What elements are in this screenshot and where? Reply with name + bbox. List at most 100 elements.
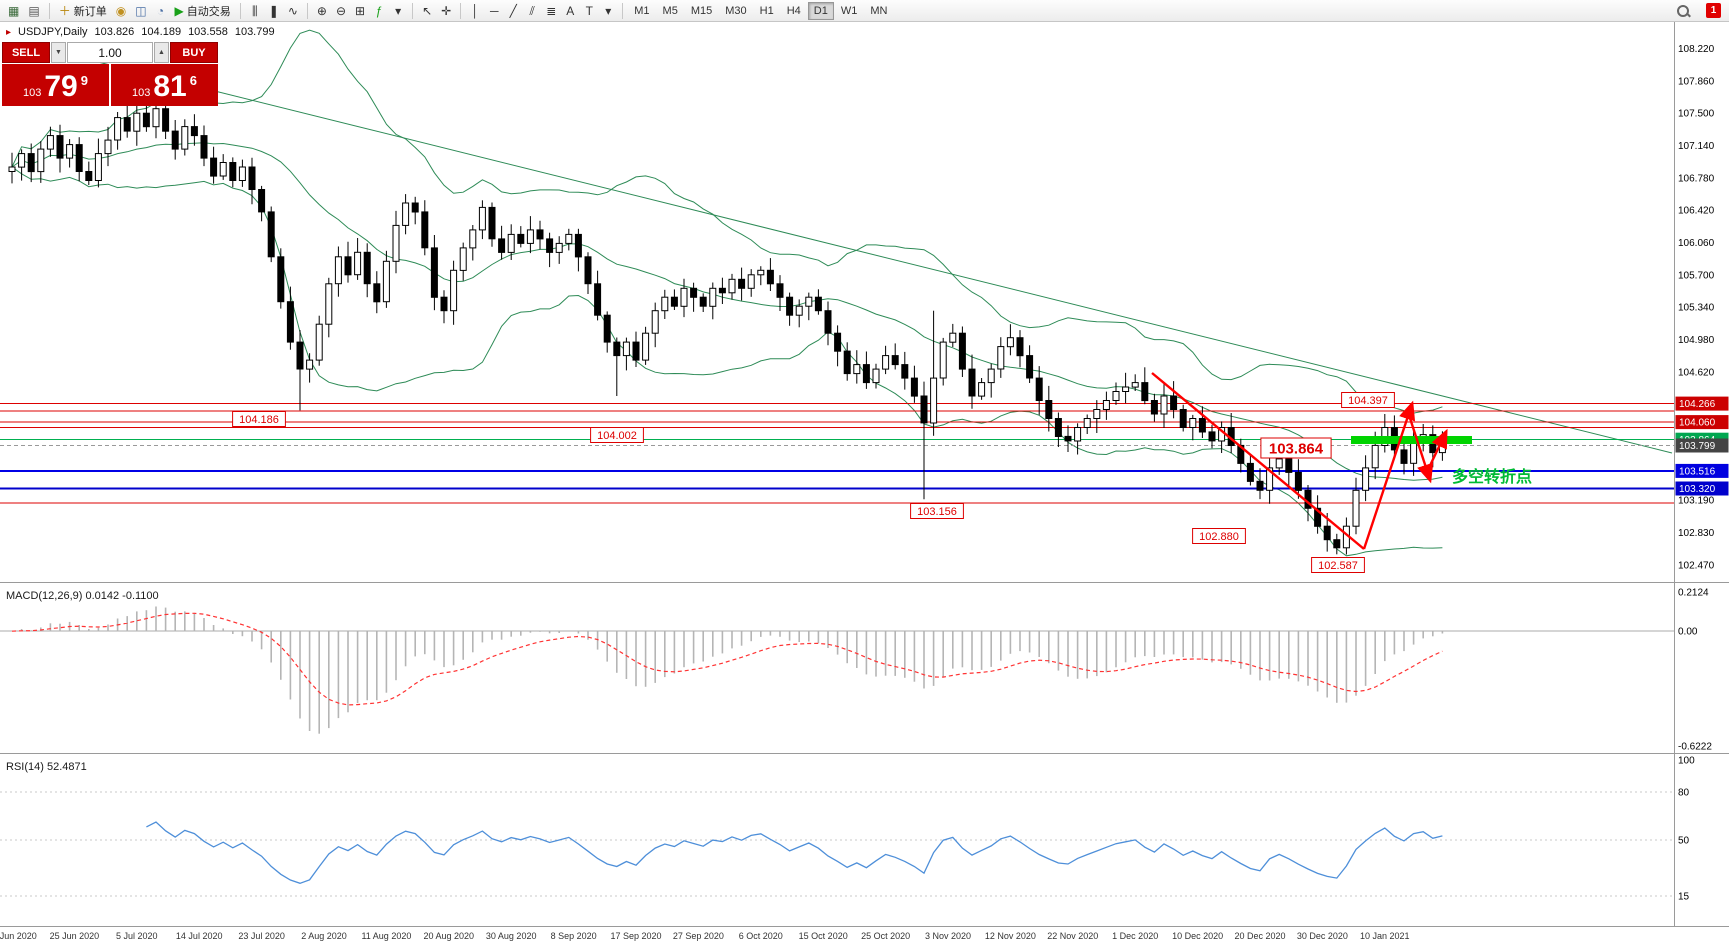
candle	[229, 162, 237, 181]
vertical-line-icon[interactable]: │	[466, 2, 484, 20]
timeframe-mn[interactable]: MN	[864, 2, 893, 20]
price-tick: 102.830	[1678, 528, 1715, 539]
candle	[882, 355, 890, 370]
candle	[1410, 440, 1418, 464]
candle	[1323, 525, 1331, 541]
fibonacci-icon[interactable]: ≣	[542, 2, 560, 20]
trend-arrow[interactable]	[1406, 411, 1434, 484]
candle	[1362, 467, 1370, 491]
callout-box[interactable]	[1311, 557, 1365, 573]
callout-box[interactable]	[910, 503, 964, 519]
timeframe-m5[interactable]: M5	[657, 2, 684, 20]
text-icon[interactable]: A	[561, 2, 579, 20]
price-callouts[interactable]: 104.186 104.002 103.156 102.880 102.587 104.3…	[232, 392, 1395, 573]
bollinger-middle	[11, 142, 1443, 481]
trendline-icon[interactable]: ╱	[504, 2, 522, 20]
horizontal-line-icon[interactable]: ─	[485, 2, 503, 20]
candle	[680, 287, 688, 307]
navigator-icon[interactable]: ◔	[152, 2, 170, 20]
sell-button[interactable]: SELL	[2, 42, 50, 63]
candlestick-chart-icon[interactable]: ❚	[265, 2, 283, 20]
trend-arrows[interactable]	[1151, 372, 1448, 550]
new-chart-icon[interactable]: ▦	[4, 2, 23, 20]
bar-chart-icon[interactable]: ⫼	[246, 2, 264, 20]
support-highlight-bar[interactable]	[1351, 436, 1472, 444]
timeframe-h1[interactable]: H1	[754, 2, 780, 20]
label-icon[interactable]: T	[580, 2, 598, 20]
channel-icon[interactable]: ⫽	[523, 2, 541, 20]
candle	[363, 251, 371, 285]
price-tick: 108.220	[1678, 44, 1715, 55]
callout-box[interactable]	[1341, 392, 1395, 408]
autotrading-icon: ▶	[174, 3, 184, 18]
callout-box[interactable]	[1260, 437, 1332, 459]
candle	[1333, 539, 1341, 549]
timeframe-h4[interactable]: H4	[781, 2, 807, 20]
indicators-dropdown-icon[interactable]: ▾	[389, 2, 407, 20]
notification-badge[interactable]: 1	[1706, 3, 1721, 18]
macd-axis-label: 0.2124	[1678, 588, 1709, 599]
shapes-dropdown-icon[interactable]: ▾	[599, 2, 617, 20]
candle	[411, 202, 419, 213]
buy-price-display[interactable]: 103 81 6	[111, 64, 218, 106]
candle	[190, 126, 198, 137]
text-icon: A	[566, 3, 575, 18]
candle	[18, 153, 26, 168]
chart-symbol-period: USDJPY,Daily	[18, 26, 88, 38]
candle	[306, 359, 314, 370]
candle	[123, 117, 131, 132]
callout-box[interactable]	[1192, 528, 1246, 544]
crosshair-icon[interactable]: ✛	[437, 2, 455, 20]
candle	[421, 211, 429, 249]
candle	[517, 233, 525, 244]
callout-box[interactable]	[232, 411, 286, 427]
shapes-dropdown-icon: ▾	[605, 3, 612, 18]
candle	[834, 332, 842, 352]
timeframe-w1[interactable]: W1	[835, 2, 864, 20]
tile-windows-icon[interactable]: ⊞	[351, 2, 369, 20]
candle	[248, 166, 256, 190]
data-window-icon[interactable]: ◫	[131, 2, 150, 20]
sell-price-prefix: 103	[23, 87, 42, 99]
candle	[565, 233, 573, 244]
callout-box[interactable]	[590, 427, 644, 443]
candle	[373, 283, 381, 303]
search-icon[interactable]	[1676, 4, 1691, 18]
note-text[interactable]: 多空转折点	[1452, 467, 1532, 486]
candle	[776, 283, 784, 298]
timeframe-d1[interactable]: D1	[807, 1, 834, 20]
timeframe-m30[interactable]: M30	[719, 2, 752, 20]
descending-trendline[interactable]	[93, 60, 1673, 454]
trend-arrow[interactable]	[1362, 400, 1416, 550]
profiles-icon[interactable]: ▤	[24, 2, 43, 20]
indicators-icon: ƒ	[375, 3, 383, 18]
volume-input[interactable]	[67, 42, 153, 63]
cursor-icon[interactable]: ↖	[418, 2, 436, 20]
chart-canvas[interactable]: 104.186 104.002 103.156 102.880 102.587 104.3…	[0, 22, 1729, 946]
zoom-in-icon[interactable]: ⊕	[313, 2, 331, 20]
timeframe-m1[interactable]: M1	[628, 2, 655, 20]
market-watch-icon[interactable]: ◉	[112, 2, 130, 20]
tile-windows-icon: ⊞	[355, 3, 366, 18]
label-icon: T	[585, 3, 593, 18]
indicators-icon[interactable]: ƒ	[370, 2, 388, 20]
one-click-trading-panel: SELL ▼ ▲ BUY 103 79 9 103 81 6	[2, 42, 218, 106]
volume-down-stepper[interactable]: ▼	[51, 42, 66, 63]
date-label: 30 Aug 2020	[486, 931, 537, 941]
sell-price-display[interactable]: 103 79 9	[2, 64, 109, 106]
candle	[958, 332, 966, 370]
autotrading-button[interactable]: ▶ 自动交易	[171, 2, 235, 20]
macd-axis-label: 0.00	[1678, 627, 1698, 638]
axis-price-badge	[1675, 481, 1729, 496]
buy-button[interactable]: BUY	[170, 42, 218, 63]
trend-arrow[interactable]	[1424, 428, 1448, 475]
line-chart-icon[interactable]: ∿	[284, 2, 302, 20]
date-label: 2 Aug 2020	[301, 931, 347, 941]
timeframe-m15[interactable]: M15	[685, 2, 718, 20]
volume-up-stepper[interactable]: ▲	[154, 42, 169, 63]
zoom-out-icon[interactable]: ⊖	[332, 2, 350, 20]
trend-arrow[interactable]	[1151, 372, 1365, 550]
chart-info-line: ▸ USDJPY,Daily 103.826 104.189 103.558 1…	[6, 26, 275, 38]
new-order-button[interactable]: ＋新订单	[55, 2, 111, 20]
bollinger-upper	[11, 29, 1443, 414]
